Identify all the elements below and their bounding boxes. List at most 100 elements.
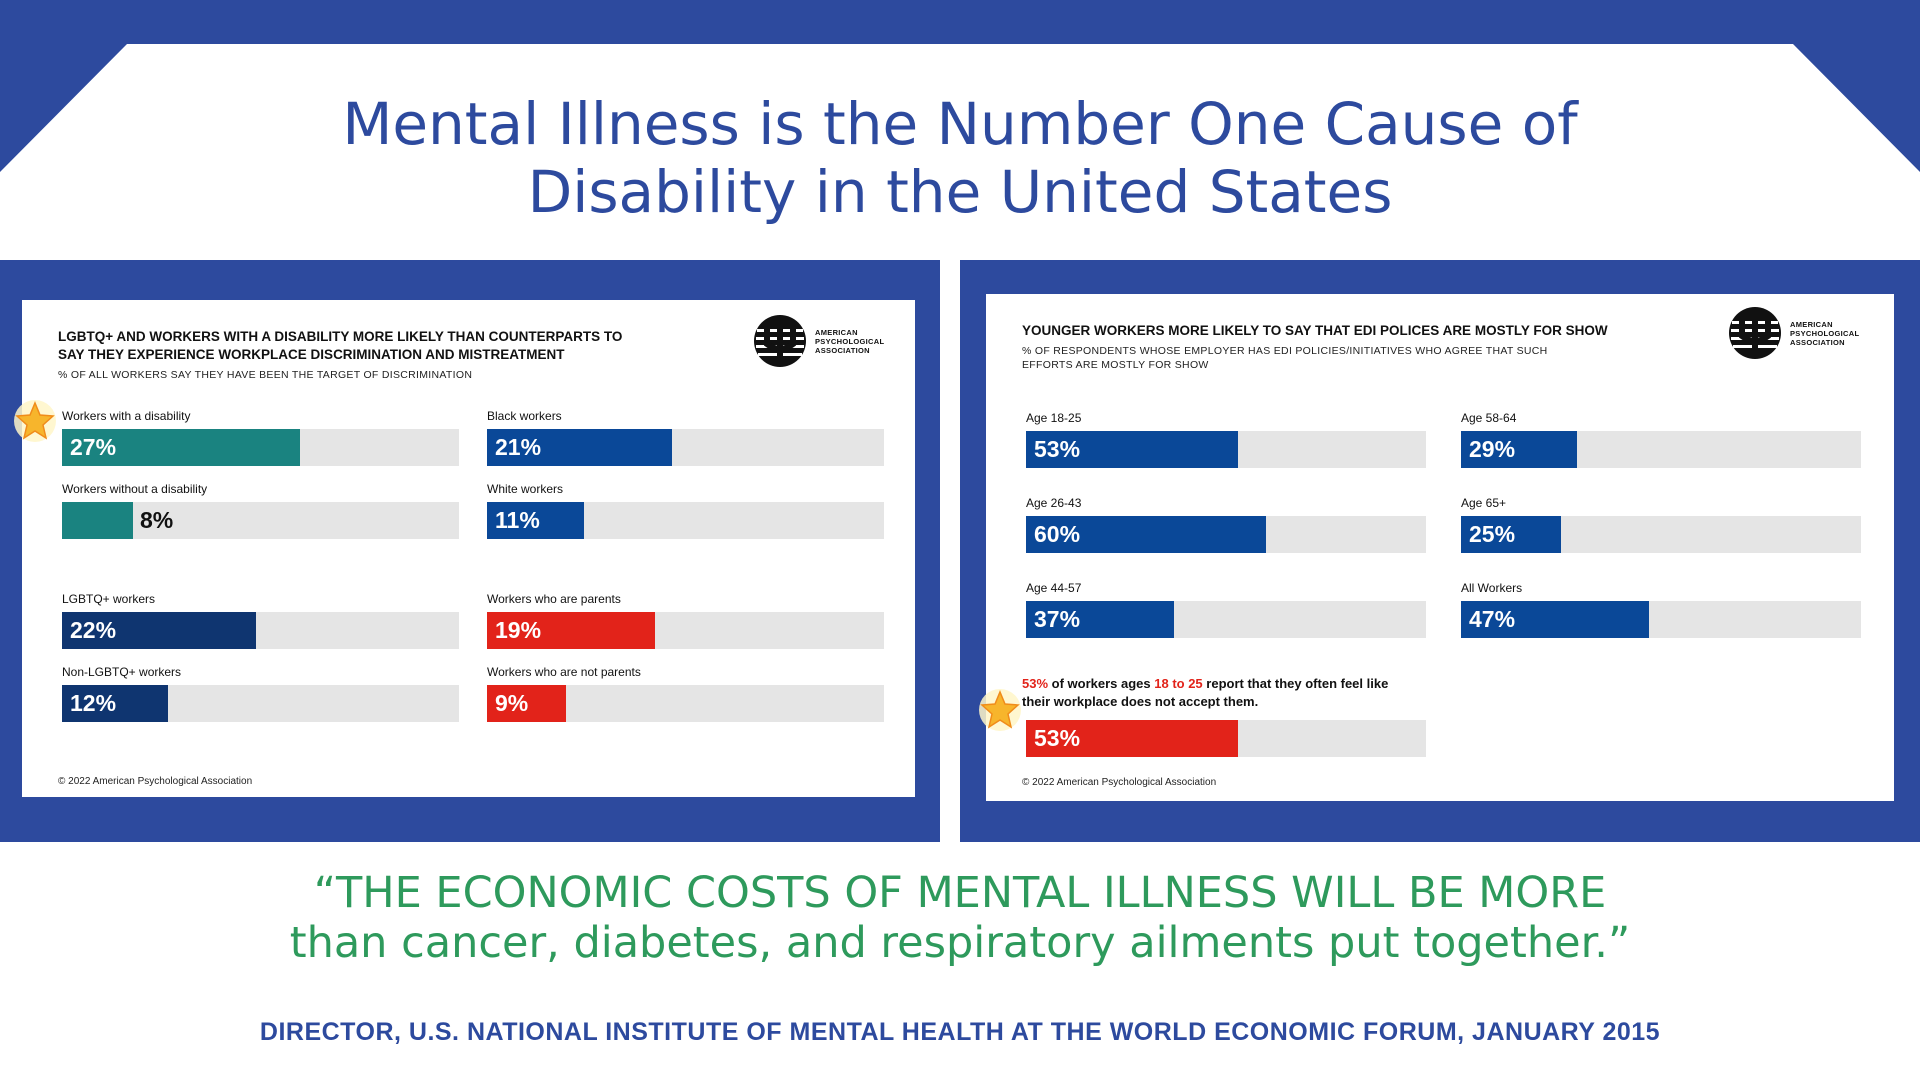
apa-psi-icon	[754, 315, 806, 367]
bar-track: 19%	[487, 612, 884, 649]
apa-wordmark-line3: ASSOCIATION	[1790, 337, 1845, 347]
page-title-line1: Mental Illness is the Number One Cause o…	[342, 90, 1578, 158]
chart-subtitle: % OF RESPONDENTS WHOSE EMPLOYER HAS EDI …	[1022, 344, 1742, 372]
bar-track: 9%	[487, 685, 884, 722]
bar-track: 27%	[62, 429, 459, 466]
bar-label: Workers without a disability	[62, 482, 208, 496]
bar	[1026, 516, 1266, 553]
bar	[62, 612, 256, 649]
bar-value-label: 27%	[70, 434, 117, 460]
bar-value-label: 53%	[1034, 725, 1081, 751]
quote-line1: “THE ECONOMIC COSTS OF MENTAL ILLNESS WI…	[313, 868, 1607, 918]
apa-wordmark-line2: PSYCHOLOGICAL	[1790, 328, 1860, 338]
chart-subtitle-line1: % OF RESPONDENTS WHOSE EMPLOYER HAS EDI …	[1022, 345, 1548, 357]
apa-wordmark-line3: ASSOCIATION	[815, 345, 870, 355]
bar-label: Age 44-57	[1026, 581, 1082, 595]
apa-wordmark: AMERICAN PSYCHOLOGICAL ASSOCIATION	[815, 328, 884, 355]
top-banner	[0, 0, 1920, 260]
bar-label: Age 58-64	[1461, 411, 1517, 425]
apa-wordmark-line2: PSYCHOLOGICAL	[815, 336, 885, 346]
bar-label: LGBTQ+ workers	[62, 592, 156, 606]
copyright: © 2022 American Psychological Associatio…	[1022, 777, 1217, 788]
bar-label: Workers who are not parents	[487, 665, 641, 679]
bar-track: 11%	[487, 502, 884, 539]
bar	[1461, 516, 1561, 553]
bar-track: 60%	[1026, 516, 1426, 553]
bar-value-label: 12%	[70, 690, 117, 716]
bar	[62, 502, 133, 539]
bar-track: 53%	[1026, 720, 1426, 757]
bar	[1461, 431, 1577, 468]
bar-value-label: 19%	[495, 617, 542, 643]
chart-card-discrimination: LGBTQ+ AND WORKERS WITH A DISABILITY MOR…	[22, 300, 915, 797]
bar	[487, 612, 655, 649]
bar-value-label: 25%	[1469, 521, 1516, 547]
banner-frame	[0, 0, 1920, 172]
callout-note: 53% of workers ages 18 to 25 report that…	[1022, 675, 1502, 711]
note-text: of workers ages	[1048, 676, 1155, 691]
bar	[1026, 601, 1174, 638]
bar	[487, 429, 672, 466]
bar	[1026, 720, 1238, 757]
bar-label: Workers with a disability	[62, 409, 191, 423]
chart-title-line1: LGBTQ+ AND WORKERS WITH A DISABILITY MOR…	[58, 329, 623, 344]
bar-track: 25%	[1461, 516, 1861, 553]
star-icon	[14, 400, 56, 442]
panel-divider	[940, 260, 960, 842]
bar-label: White workers	[487, 482, 564, 496]
apa-wordmark-line1: AMERICAN	[1790, 319, 1833, 329]
bar-value-label: 47%	[1469, 606, 1516, 632]
quote-attribution: DIRECTOR, U.S. NATIONAL INSTITUTE OF MEN…	[259, 1018, 1661, 1046]
note-highlight-percent: 53%	[1022, 676, 1049, 691]
bar-label: Non-LGBTQ+ workers	[62, 665, 182, 679]
bar-value-label: 9%	[495, 690, 529, 716]
chart-card-edi: YOUNGER WORKERS MORE LIKELY TO SAY THAT …	[986, 294, 1894, 801]
bar-track: 12%	[62, 685, 459, 722]
bar-label: All Workers	[1461, 581, 1523, 595]
note-highlight-ages: 18 to 25	[1154, 676, 1203, 691]
bar-track: 8%	[62, 502, 459, 539]
chart-title: YOUNGER WORKERS MORE LIKELY TO SAY THAT …	[1022, 323, 1608, 338]
bar-value-label: 29%	[1469, 436, 1516, 462]
bar-track: 53%	[1026, 431, 1426, 468]
callout-note-line2: their workplace does not accept them.	[1022, 694, 1259, 709]
bar-value-label: 37%	[1034, 606, 1081, 632]
bar-track: 37%	[1026, 601, 1426, 638]
bar	[1026, 431, 1238, 468]
note-text: report that they often feel like	[1202, 676, 1389, 691]
bar-value-label: 22%	[70, 617, 117, 643]
bar	[487, 502, 584, 539]
callout-note-line1: 53% of workers ages 18 to 25 report that…	[1022, 675, 1502, 693]
bar-value-label: 11%	[495, 507, 540, 533]
apa-logo: AMERICAN PSYCHOLOGICAL ASSOCIATION	[753, 314, 884, 368]
chart-subtitle-line2: EFFORTS ARE MOSTLY FOR SHOW	[1022, 359, 1209, 371]
chart-title-line2: SAY THEY EXPERIENCE WORKPLACE DISCRIMINA…	[58, 347, 565, 362]
bar-value-label: 21%	[495, 434, 542, 460]
bar-label: Workers who are parents	[487, 592, 621, 606]
bar-value-label: 53%	[1034, 436, 1081, 462]
bar-value-label: 8%	[140, 507, 174, 533]
bar-label: Age 65+	[1461, 496, 1507, 510]
bar-track: 22%	[62, 612, 459, 649]
apa-wordmark-line1: AMERICAN	[815, 327, 858, 337]
bar-track: 21%	[487, 429, 884, 466]
bar-track: 47%	[1461, 601, 1861, 638]
apa-wordmark: AMERICAN PSYCHOLOGICAL ASSOCIATION	[1790, 320, 1859, 347]
bar	[62, 685, 168, 722]
bar-label: Black workers	[487, 409, 562, 423]
apa-psi-icon	[1729, 307, 1781, 359]
page-title: Mental Illness is the Number One Cause o…	[160, 90, 1760, 226]
copyright: © 2022 American Psychological Associatio…	[58, 776, 253, 787]
apa-logo: AMERICAN PSYCHOLOGICAL ASSOCIATION	[1728, 306, 1859, 360]
chart-title: LGBTQ+ AND WORKERS WITH A DISABILITY MOR…	[58, 328, 758, 364]
bar	[62, 429, 300, 466]
bar-label: Age 26-43	[1026, 496, 1082, 510]
quote: “THE ECONOMIC COSTS OF MENTAL ILLNESS WI…	[100, 868, 1820, 968]
bar	[1461, 601, 1649, 638]
bar-label: Age 18-25	[1026, 411, 1082, 425]
quote-line2: than cancer, diabetes, and respiratory a…	[289, 918, 1631, 968]
chart-subtitle: % OF ALL WORKERS SAY THEY HAVE BEEN THE …	[58, 369, 473, 381]
bar-value-label: 60%	[1034, 521, 1081, 547]
star-icon	[979, 689, 1021, 731]
bar-track: 29%	[1461, 431, 1861, 468]
